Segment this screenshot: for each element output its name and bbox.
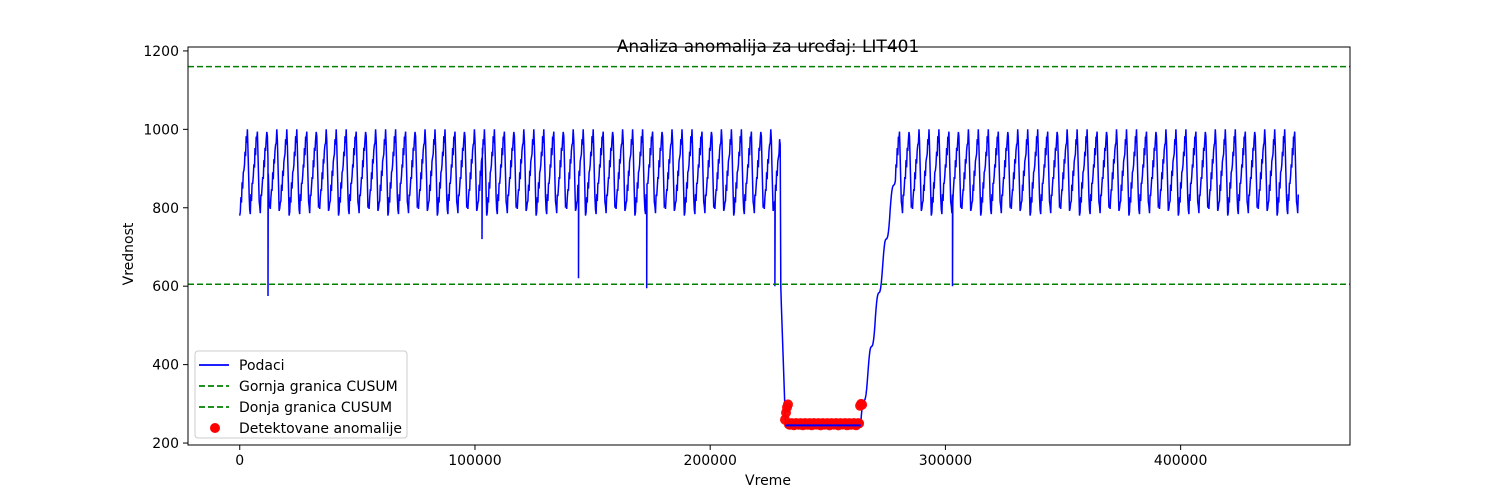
x-tick-label: 400000 bbox=[1154, 453, 1207, 469]
legend-label: Donja granica CUSUM bbox=[239, 400, 392, 416]
y-axis-label: Vrednost bbox=[121, 222, 137, 285]
legend: Podaci Gornja granica CUSUM Donja granica … bbox=[194, 350, 408, 439]
x-tick-label: 200000 bbox=[683, 453, 736, 469]
y-tick-label: 200 bbox=[152, 436, 179, 452]
legend-label: Podaci bbox=[239, 358, 285, 374]
chart-title: Analiza anomalija za uređaj: LIT401 bbox=[617, 37, 920, 57]
x-axis-label: Vreme bbox=[745, 473, 791, 489]
x-tick-label: 0 bbox=[235, 453, 244, 469]
legend-label: Detektovane anomalije bbox=[239, 421, 402, 437]
plot-layer: 0 100000 200000 300000 400000 200 400 600 800 100… bbox=[143, 44, 1351, 469]
y-tick-label: 400 bbox=[152, 358, 179, 374]
anomaly-point bbox=[854, 418, 865, 429]
series-line-podaci bbox=[238, 129, 1300, 428]
plot-area bbox=[188, 65, 1350, 431]
y-tick-label: 600 bbox=[152, 279, 179, 295]
x-tick-label: 100000 bbox=[448, 453, 501, 469]
y-tick-label: 800 bbox=[152, 201, 179, 217]
axes-frame bbox=[187, 46, 1351, 446]
legend-box bbox=[194, 350, 408, 439]
legend-marker-anomalies bbox=[210, 423, 220, 433]
anomaly-point bbox=[857, 399, 868, 410]
y-tick-label: 1200 bbox=[143, 44, 179, 60]
x-tick-label: 300000 bbox=[919, 453, 972, 469]
legend-label: Gornja granica CUSUM bbox=[239, 379, 398, 395]
y-tick-label: 1000 bbox=[143, 122, 179, 138]
anomaly-point bbox=[783, 399, 793, 410]
